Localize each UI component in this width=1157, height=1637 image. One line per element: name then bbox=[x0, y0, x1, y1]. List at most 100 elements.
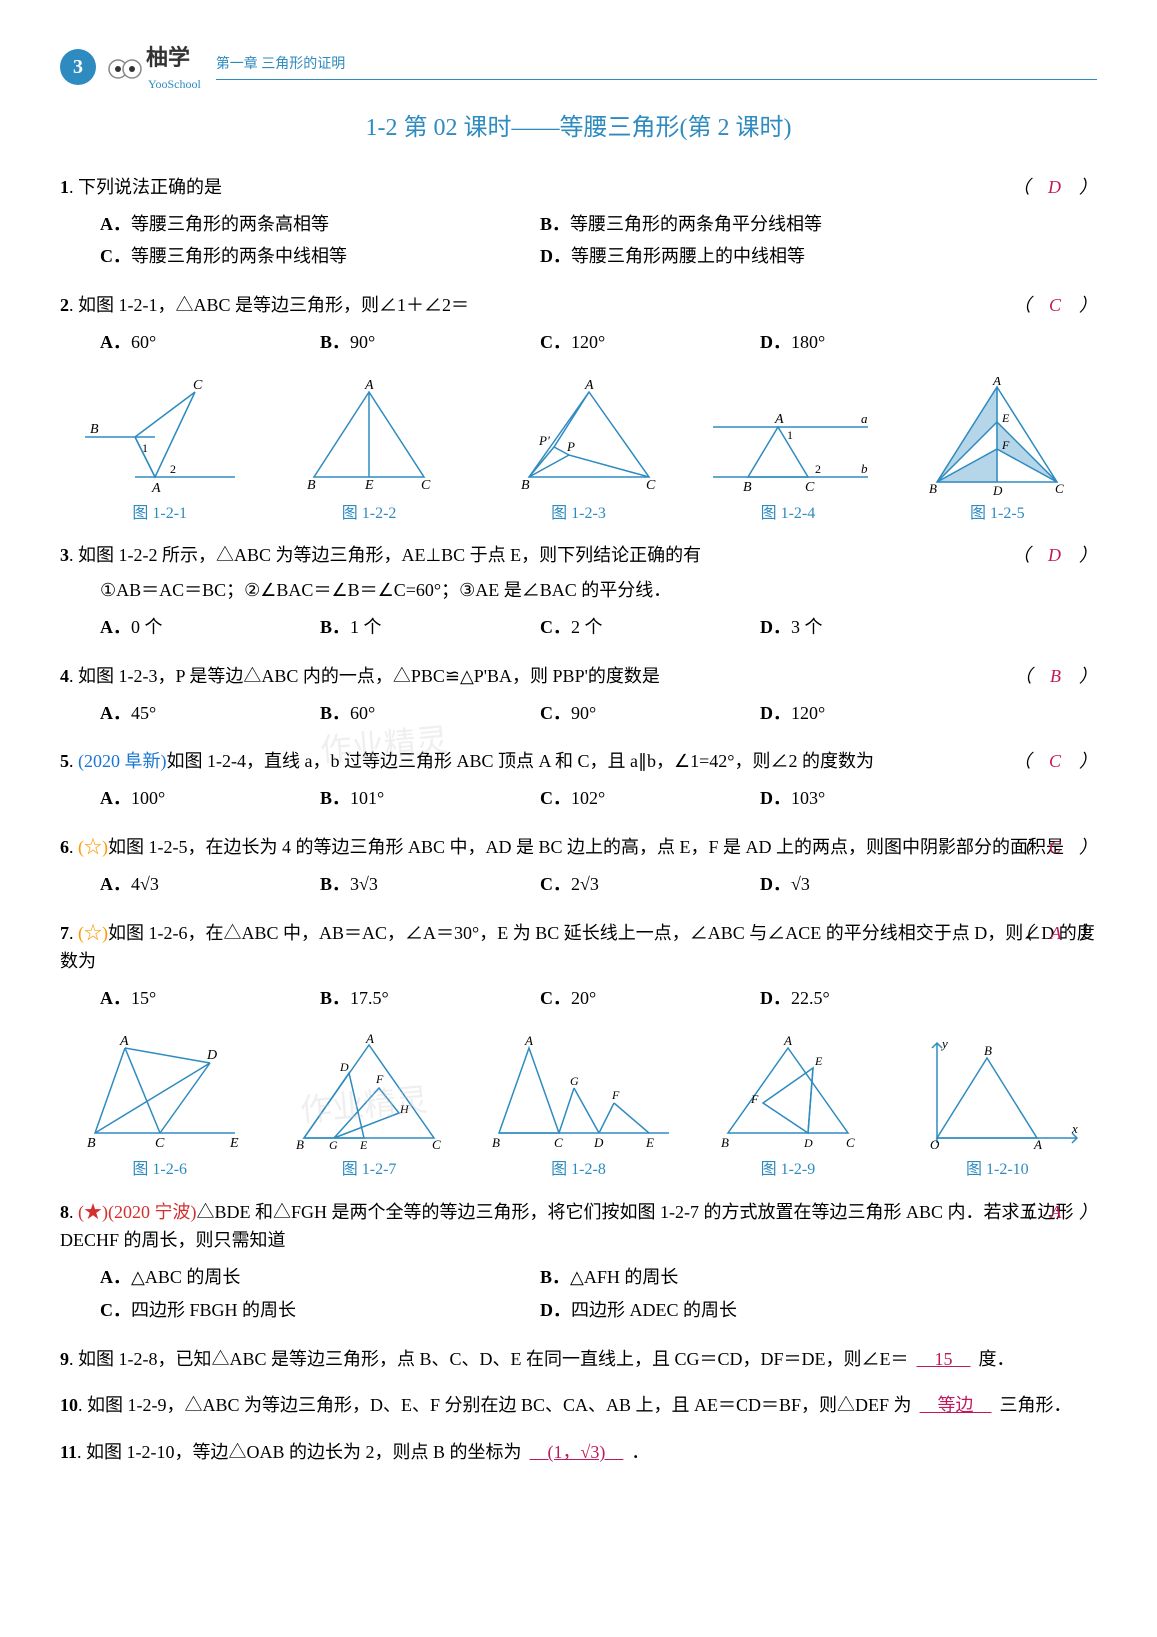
svg-text:E: E bbox=[645, 1135, 654, 1150]
svg-text:A: A bbox=[774, 412, 784, 427]
figure-caption: 图 1-2-7 bbox=[269, 1157, 468, 1183]
option: A．60° bbox=[100, 326, 320, 359]
svg-text:C: C bbox=[646, 478, 656, 493]
option: D．等腰三角形两腰上的中线相等 bbox=[540, 240, 980, 273]
blank-answer: (1，√3) bbox=[522, 1442, 632, 1462]
option: C．102° bbox=[540, 782, 760, 815]
options: A．60°B．90°C．120°D．180° bbox=[60, 326, 1097, 359]
svg-text:E: E bbox=[359, 1138, 368, 1152]
question: （ D ）1. 下列说法正确的是A．等腰三角形的两条高相等B．等腰三角形的两条角… bbox=[60, 173, 1097, 273]
svg-text:F: F bbox=[750, 1092, 759, 1106]
svg-text:E: E bbox=[364, 478, 374, 493]
question-text: 11. 如图 1-2-10，等边△OAB 的边长为 2，则点 B 的坐标为 (1… bbox=[60, 1438, 1097, 1467]
question: 9. 如图 1-2-8，已知△ABC 是等边三角形，点 B、C、D、E 在同一直… bbox=[60, 1345, 1097, 1374]
svg-text:G: G bbox=[570, 1074, 579, 1088]
option: B．90° bbox=[320, 326, 540, 359]
page-number-badge: 3 bbox=[60, 49, 96, 85]
option: A．15° bbox=[100, 982, 320, 1015]
figure: A B C P' P 图 1-2-3 bbox=[479, 377, 678, 527]
question-text: 4. 如图 1-2-3，P 是等边△ABC 内的一点，△PBC≌△P'BA，则 … bbox=[60, 662, 1097, 691]
svg-text:B: B bbox=[984, 1043, 992, 1058]
svg-text:1: 1 bbox=[142, 441, 148, 455]
option: A．△ABC 的周长 bbox=[100, 1261, 540, 1294]
svg-text:F: F bbox=[1001, 438, 1010, 452]
question-text: 3. 如图 1-2-2 所示，△ABC 为等边三角形，AE⊥BC 于点 E，则下… bbox=[60, 541, 1097, 570]
option: C．20° bbox=[540, 982, 760, 1015]
section-title: 1-2 第 02 课时——等腰三角形(第 2 课时) bbox=[60, 109, 1097, 147]
svg-text:B: B bbox=[521, 478, 530, 493]
option: D．120° bbox=[760, 697, 980, 730]
option: C．2 个 bbox=[540, 611, 760, 644]
question-text: 5. (2020 阜新)如图 1-2-4，直线 a，b 过等边三角形 ABC 顶… bbox=[60, 747, 1097, 776]
svg-text:b: b bbox=[861, 461, 868, 476]
option: D．22.5° bbox=[760, 982, 980, 1015]
svg-text:D: D bbox=[339, 1060, 349, 1074]
svg-text:B: B bbox=[296, 1137, 304, 1152]
answer-slot: （ D ） bbox=[1012, 173, 1097, 202]
option: D．3 个 bbox=[760, 611, 980, 644]
page-number: 3 bbox=[73, 51, 83, 83]
question: （ A ）7. (☆)如图 1-2-6，在△ABC 中，AB＝AC，∠A＝30°… bbox=[60, 919, 1097, 1015]
question-text: 2. 如图 1-2-1，△ABC 是等边三角形，则∠1＋∠2＝ bbox=[60, 291, 1097, 320]
figure: O A B x y 图 1-2-10 bbox=[898, 1033, 1097, 1183]
figure-caption: 图 1-2-6 bbox=[60, 1157, 259, 1183]
figure: A B C D E F 图 1-2-9 bbox=[688, 1033, 887, 1183]
svg-text:A: A bbox=[119, 1034, 129, 1049]
answer-slot: （ C ） bbox=[1013, 833, 1097, 862]
svg-text:C: C bbox=[554, 1135, 563, 1150]
option: C．等腰三角形的两条中线相等 bbox=[100, 240, 540, 273]
svg-text:A: A bbox=[364, 378, 374, 393]
svg-text:O: O bbox=[930, 1137, 940, 1152]
options: A．45°B．60°C．90°D．120° bbox=[60, 697, 1097, 730]
option: A．0 个 bbox=[100, 611, 320, 644]
svg-text:2: 2 bbox=[815, 462, 821, 476]
svg-text:D: D bbox=[803, 1136, 813, 1150]
chapter-title: 第一章 三角形的证明 bbox=[216, 54, 1097, 79]
figure: A B C a b 1 2 图 1-2-4 bbox=[688, 377, 887, 527]
svg-text:A: A bbox=[151, 481, 161, 496]
options: A．15°B．17.5°C．20°D．22.5° bbox=[60, 982, 1097, 1015]
option: B．60° bbox=[320, 697, 540, 730]
svg-text:G: G bbox=[329, 1138, 338, 1152]
svg-text:E: E bbox=[229, 1136, 239, 1151]
figure-caption: 图 1-2-10 bbox=[898, 1157, 1097, 1183]
svg-text:B: B bbox=[929, 481, 937, 496]
option: D．四边形 ADEC 的周长 bbox=[540, 1294, 980, 1327]
svg-text:B: B bbox=[90, 422, 99, 437]
svg-text:D: D bbox=[206, 1048, 217, 1063]
svg-text:B: B bbox=[492, 1135, 500, 1150]
figure-caption: 图 1-2-4 bbox=[688, 501, 887, 527]
figure-caption: 图 1-2-3 bbox=[479, 501, 678, 527]
svg-text:A: A bbox=[992, 377, 1001, 388]
question: 10. 如图 1-2-9，△ABC 为等边三角形，D、E、F 分别在边 BC、C… bbox=[60, 1391, 1097, 1420]
question-text: 8. (★)(2020 宁波)△BDE 和△FGH 是两个全等的等边三角形，将它… bbox=[60, 1198, 1097, 1256]
answer-slot: （ C ） bbox=[1013, 291, 1097, 320]
option: C．四边形 FBGH 的周长 bbox=[100, 1294, 540, 1327]
svg-text:C: C bbox=[805, 480, 815, 495]
option: B．等腰三角形的两条角平分线相等 bbox=[540, 208, 980, 241]
answer-slot: （ C ） bbox=[1013, 747, 1097, 776]
option: B．△AFH 的周长 bbox=[540, 1261, 980, 1294]
question-text: 10. 如图 1-2-9，△ABC 为等边三角形，D、E、F 分别在边 BC、C… bbox=[60, 1391, 1097, 1420]
option: D．103° bbox=[760, 782, 980, 815]
figure-caption: 图 1-2-8 bbox=[479, 1157, 678, 1183]
options: A．4√3B．3√3C．2√3D．√3 bbox=[60, 868, 1097, 901]
svg-text:H: H bbox=[399, 1102, 410, 1116]
svg-text:C: C bbox=[1055, 481, 1064, 496]
option: D．180° bbox=[760, 326, 980, 359]
figure: A D B C E 图 1-2-6 bbox=[60, 1033, 259, 1183]
figure-caption: 图 1-2-9 bbox=[688, 1157, 887, 1183]
question-text: 6. (☆)如图 1-2-5，在边长为 4 的等边三角形 ABC 中，AD 是 … bbox=[60, 833, 1097, 862]
svg-text:P: P bbox=[566, 439, 575, 454]
svg-text:B: B bbox=[307, 478, 316, 493]
svg-text:C: C bbox=[846, 1135, 855, 1150]
option: B．3√3 bbox=[320, 868, 540, 901]
option: B．1 个 bbox=[320, 611, 540, 644]
option: C．90° bbox=[540, 697, 760, 730]
svg-text:C: C bbox=[155, 1136, 165, 1151]
svg-text:y: y bbox=[940, 1036, 948, 1051]
question: 11. 如图 1-2-10，等边△OAB 的边长为 2，则点 B 的坐标为 (1… bbox=[60, 1438, 1097, 1467]
svg-text:1: 1 bbox=[787, 428, 793, 442]
option: C．120° bbox=[540, 326, 760, 359]
svg-text:A: A bbox=[524, 1033, 533, 1048]
